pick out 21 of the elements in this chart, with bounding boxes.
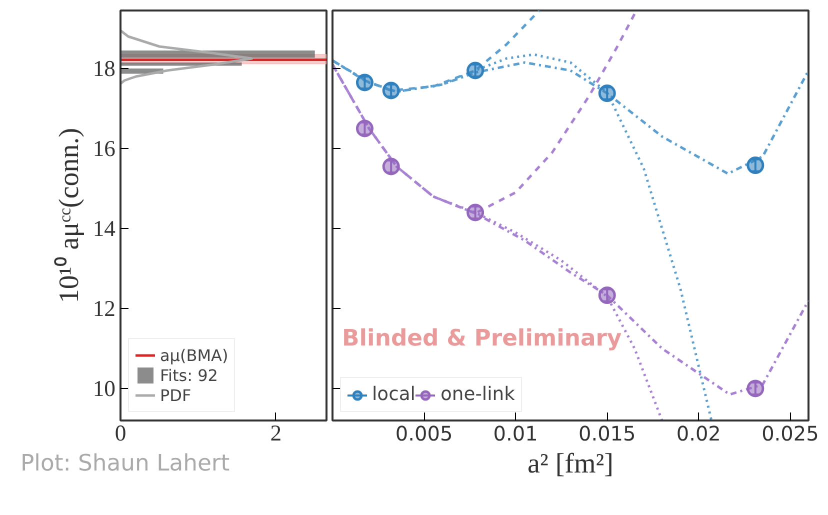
- legend-label: local: [372, 384, 416, 405]
- x-tick-label: 0: [114, 420, 126, 446]
- x-tick-label: 0.01: [493, 422, 538, 446]
- x-tick-label: 0.005: [395, 422, 453, 446]
- legend-label: one-link: [440, 384, 515, 405]
- y-tick-label: 10: [92, 376, 116, 401]
- text: Plot: Shaun Lahert: [20, 450, 230, 476]
- legend-label: PDF: [160, 386, 192, 404]
- x-tick-label: 2: [270, 420, 282, 446]
- x-tick-label: 0.02: [676, 422, 721, 446]
- x-tick-label: 0.025: [762, 422, 819, 446]
- y-tick-label: 14: [92, 216, 116, 241]
- y-tick-label: 18: [92, 56, 116, 81]
- legend-label: Fits: 92: [160, 366, 218, 384]
- x-axis-title: a² [fm²]: [528, 448, 614, 480]
- x-tick-label: 0.015: [578, 422, 636, 446]
- y-axis-title: 10¹⁰ aμᶜᶜ(conn.): [54, 128, 85, 304]
- y-tick-label: 16: [92, 136, 116, 161]
- legend-label: aμ(BMA): [160, 346, 228, 364]
- y-tick-label: 12: [92, 296, 116, 321]
- annotation: Blinded & Preliminary: [342, 326, 622, 352]
